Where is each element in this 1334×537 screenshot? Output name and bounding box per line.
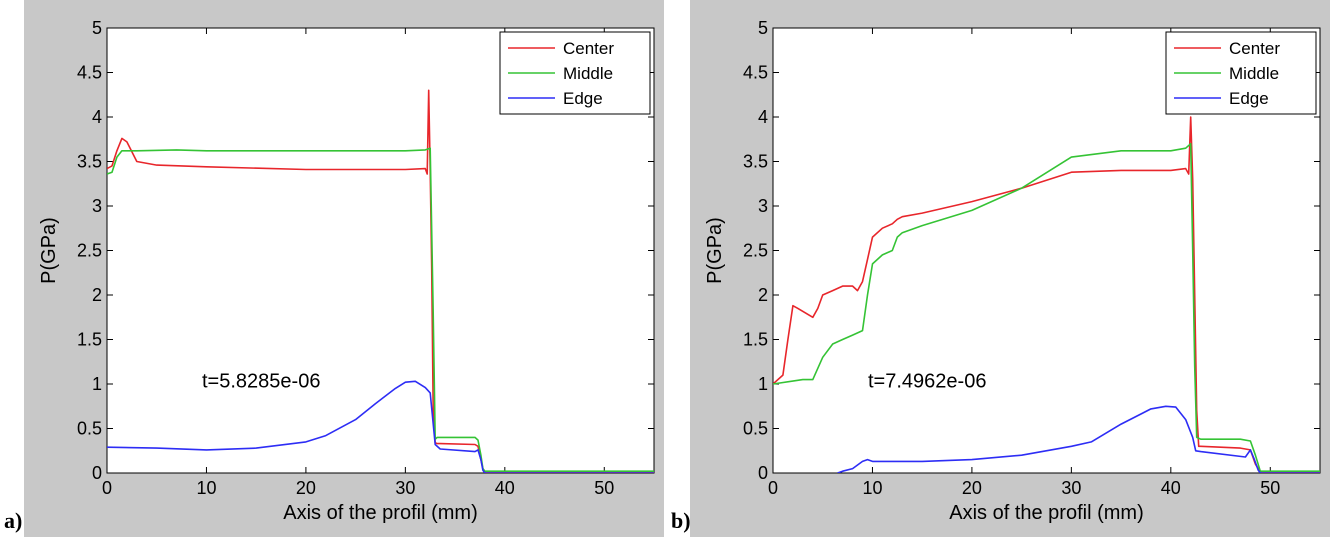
x-axis-label: Axis of the profil (mm) (949, 502, 1143, 524)
y-tick-label: 3.5 (743, 152, 768, 172)
x-tick-label: 50 (1260, 478, 1280, 498)
y-tick-label: 0.5 (743, 419, 768, 439)
y-tick-label: 2 (92, 285, 102, 305)
legend-label-center: Center (563, 39, 614, 58)
x-tick-label: 40 (1161, 478, 1181, 498)
series-line-edge (837, 405, 1320, 473)
panel-label-a: a) (4, 508, 23, 533)
y-tick-label: 4.5 (743, 63, 768, 83)
x-tick-label: 0 (102, 478, 112, 498)
y-tick-label: 0 (758, 463, 768, 483)
y-tick-label: 5 (92, 18, 102, 38)
series-line-center (773, 116, 1320, 473)
y-tick-label: 5 (758, 18, 768, 38)
legend-label-middle: Middle (1229, 64, 1279, 83)
y-tick-label: 2.5 (77, 241, 102, 261)
y-tick-label: 3.5 (77, 152, 102, 172)
time-annotation: t=5.8285e-06 (202, 371, 320, 393)
y-tick-label: 0.5 (77, 419, 102, 439)
x-tick-label: 10 (862, 478, 882, 498)
x-tick-label: 0 (768, 478, 778, 498)
y-tick-label: 1 (758, 374, 768, 394)
y-tick-label: 4.5 (77, 63, 102, 83)
y-tick-label: 1.5 (743, 330, 768, 350)
x-tick-label: 20 (296, 478, 316, 498)
x-tick-label: 20 (962, 478, 982, 498)
y-tick-label: 1.5 (77, 330, 102, 350)
legend-label-center: Center (1229, 39, 1280, 58)
series-line-middle (107, 147, 654, 473)
legend-label-middle: Middle (563, 64, 613, 83)
x-tick-label: 30 (1061, 478, 1081, 498)
x-tick-label: 40 (495, 478, 515, 498)
x-tick-label: 30 (395, 478, 415, 498)
y-tick-label: 2 (758, 285, 768, 305)
legend-label-edge: Edge (563, 89, 603, 108)
x-tick-label: 10 (196, 478, 216, 498)
y-tick-label: 4 (92, 107, 102, 127)
series-line-edge (107, 380, 654, 473)
y-tick-label: 4 (758, 107, 768, 127)
x-tick-label: 50 (594, 478, 614, 498)
y-tick-label: 3 (758, 196, 768, 216)
series-line-center (107, 89, 654, 473)
time-annotation: t=7.4962e-06 (868, 371, 986, 393)
x-axis-label: Axis of the profil (mm) (283, 502, 477, 524)
y-axis-label: P(GPa) (704, 217, 726, 284)
panel-label-b: b) (671, 508, 691, 533)
series-line-middle (773, 142, 1320, 473)
y-axis-label: P(GPa) (38, 217, 60, 284)
y-tick-label: 2.5 (743, 241, 768, 261)
y-tick-label: 3 (92, 196, 102, 216)
legend-label-edge: Edge (1229, 89, 1269, 108)
y-tick-label: 0 (92, 463, 102, 483)
y-tick-label: 1 (92, 374, 102, 394)
